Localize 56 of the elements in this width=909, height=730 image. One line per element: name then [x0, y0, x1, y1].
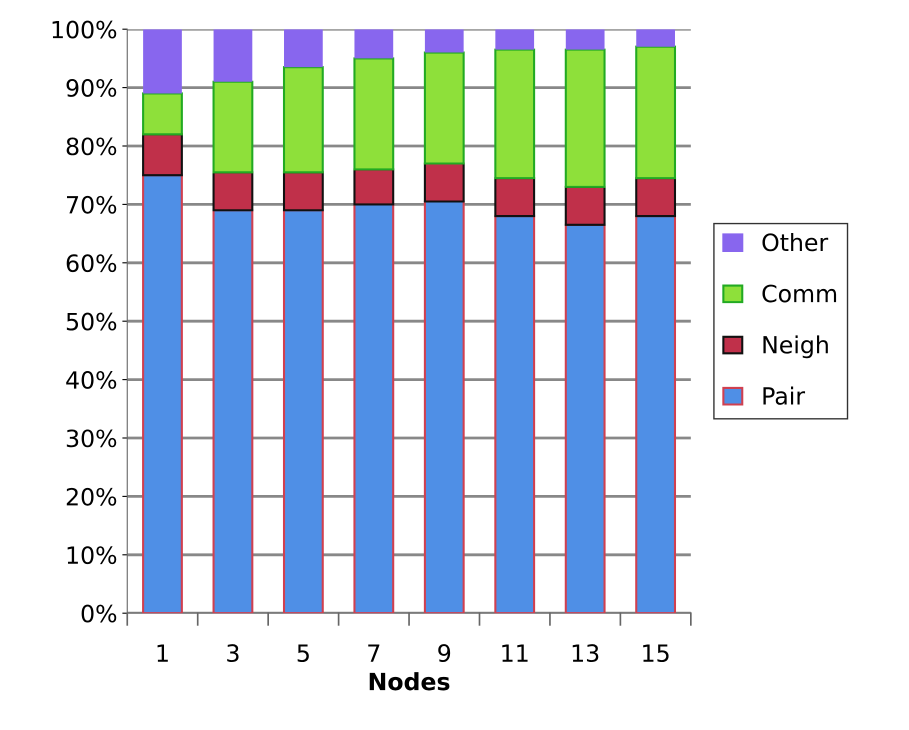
- bar: [564, 186, 606, 226]
- bar: [282, 171, 324, 212]
- bar: [635, 46, 676, 180]
- bar: [566, 29, 605, 50]
- x-tick-label: 1: [158, 644, 168, 662]
- x-tick-label: 11: [502, 644, 528, 662]
- bar: [424, 162, 465, 203]
- y-tick-label: 10%: [68, 546, 116, 564]
- bar: [353, 57, 394, 170]
- y-tick-label: 20%: [66, 488, 116, 506]
- bar: [495, 29, 534, 50]
- bar: [353, 168, 394, 206]
- bar: [282, 209, 324, 614]
- bar: [142, 92, 183, 136]
- y-tick-label: 50%: [66, 312, 116, 331]
- bar: [636, 29, 675, 47]
- bar: [564, 224, 606, 614]
- y-tick-label: 30%: [66, 429, 116, 448]
- x-tick-label: 13: [572, 644, 598, 662]
- bar: [494, 215, 536, 614]
- bar: [282, 66, 324, 174]
- x-axis-title: Nodes: [370, 672, 450, 690]
- bar: [142, 174, 183, 614]
- y-tick-label: 90%: [66, 79, 116, 97]
- x-tick-label: 3: [227, 644, 239, 662]
- y-tick-label: 40%: [66, 371, 116, 389]
- x-tick-label: 9: [438, 644, 450, 662]
- y-tick-label: 100%: [52, 20, 116, 39]
- bar: [142, 133, 183, 176]
- legend-label: Neigh: [763, 335, 828, 358]
- bar: [635, 215, 676, 614]
- bar: [635, 177, 676, 218]
- x-tick-label: 15: [643, 644, 669, 662]
- bar: [212, 171, 254, 212]
- bar: [424, 29, 464, 53]
- y-tick-label: 70%: [66, 196, 116, 214]
- bar: [212, 80, 254, 174]
- bar: [214, 29, 252, 82]
- bar: [212, 209, 254, 614]
- bar: [424, 200, 465, 614]
- x-tick-label: 7: [368, 644, 380, 662]
- y-tick-label: 80%: [66, 137, 116, 156]
- bar: [354, 29, 394, 58]
- x-tick-label: 5: [298, 644, 309, 662]
- legend-label: Pair: [763, 386, 806, 405]
- bar: [494, 48, 536, 180]
- bar: [143, 29, 182, 94]
- legend-label: Other: [762, 233, 828, 252]
- y-tick-label: 60%: [66, 254, 116, 272]
- y-tick-label: 0%: [82, 604, 116, 623]
- bar: [424, 52, 465, 165]
- bar: [353, 203, 394, 614]
- bar: [284, 29, 323, 68]
- bar: [564, 48, 606, 188]
- bar: [494, 177, 536, 218]
- legend-label: Comm: [762, 284, 836, 302]
